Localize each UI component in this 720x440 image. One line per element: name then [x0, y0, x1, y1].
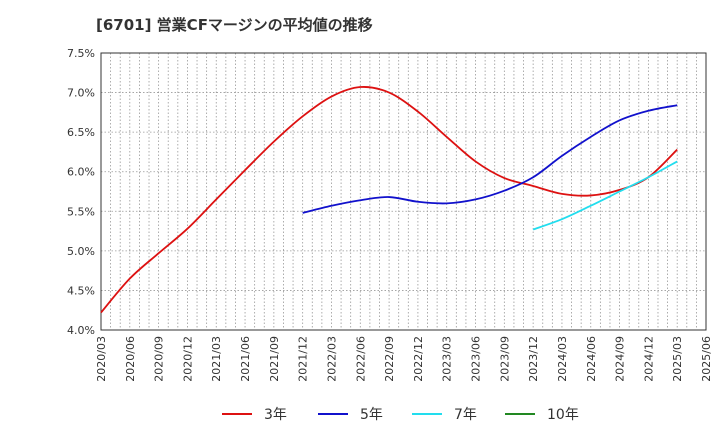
y-tick-label: 5.5%	[67, 205, 95, 218]
x-tick-label: 2021/09	[268, 336, 281, 382]
series-layer	[100, 86, 678, 314]
y-tick-label: 6.5%	[67, 126, 95, 139]
x-tick-label: 2021/06	[239, 336, 252, 382]
x-tick-label: 2024/09	[614, 336, 627, 382]
x-tick-label: 2020/09	[153, 336, 166, 382]
x-tick-label: 2020/06	[124, 336, 137, 382]
y-tick-label: 6.0%	[67, 166, 95, 179]
x-tick-label: 2020/03	[95, 336, 108, 382]
x-tick-label: 2023/06	[470, 336, 483, 382]
grid-layer	[101, 53, 706, 330]
x-tick-label: 2021/03	[210, 336, 223, 382]
y-tick-label: 7.0%	[67, 87, 95, 100]
legend-label-4: 10年	[547, 407, 579, 423]
y-tick-label: 4.0%	[67, 324, 95, 337]
series-line-1	[100, 86, 678, 314]
legend-label-2: 5年	[360, 407, 383, 423]
x-tick-label: 2022/06	[354, 336, 367, 382]
x-tick-label: 2022/09	[383, 336, 396, 382]
series-line-2	[302, 104, 678, 214]
x-tick-label: 2023/12	[527, 336, 540, 382]
x-tick-label: 2022/12	[412, 336, 425, 382]
legend-label-3: 7年	[454, 407, 477, 423]
series-line-3	[532, 160, 678, 231]
chart-title: [6701] 営業CFマージンの平均値の推移	[96, 16, 373, 34]
x-tick-label: 2020/12	[181, 336, 194, 382]
y-tick-label: 4.5%	[67, 284, 95, 297]
x-axis: 2020/03 2020/06 2020/09 2020/12 2021/03 2021/…	[95, 336, 713, 382]
y-tick-label: 5.0%	[67, 245, 95, 258]
legend-label-1: 3年	[264, 407, 287, 423]
y-axis: 4.0% 4.5% 5.0% 5.5% 6.0% 6.5% 7.0% 7.5%	[67, 47, 95, 337]
x-tick-label: 2024/06	[585, 336, 598, 382]
x-tick-label: 2023/09	[498, 336, 511, 382]
plot-frame	[100, 52, 707, 331]
x-tick-label: 2024/12	[642, 336, 655, 382]
x-tick-label: 2025/03	[671, 336, 684, 382]
x-tick-label: 2024/03	[556, 336, 569, 382]
legend: 3年 5年 7年 10年	[222, 407, 579, 423]
x-tick-label: 2021/12	[297, 336, 310, 382]
x-tick-label: 2023/03	[441, 336, 454, 382]
x-tick-label: 2022/03	[325, 336, 338, 382]
y-tick-label: 7.5%	[67, 47, 95, 60]
x-tick-label: 2025/06	[700, 336, 713, 382]
